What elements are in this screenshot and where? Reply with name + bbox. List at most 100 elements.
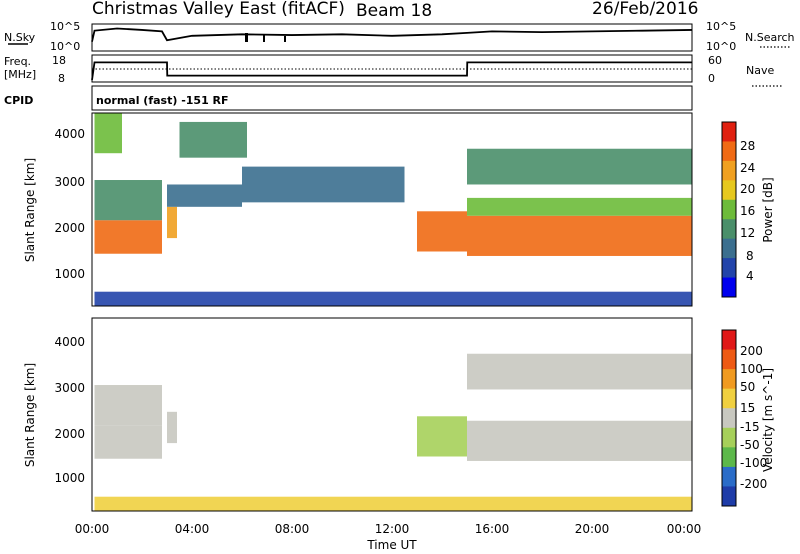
power-cbar-tick: 28	[740, 139, 755, 153]
xaxis-label: Time UT	[366, 538, 417, 552]
velocity-cell	[467, 420, 692, 461]
power-cbar-tick: 24	[740, 161, 755, 175]
xtick: 04:00	[175, 522, 210, 536]
power-ytick: 4000	[54, 127, 85, 141]
velocity-heatmap	[94, 353, 692, 511]
power-panel-frame	[91, 112, 693, 307]
power-colorbar-swatch	[722, 180, 736, 201]
cpid-text: normal (fast) -151 RF	[96, 94, 229, 107]
power-heatmap	[94, 113, 692, 306]
velocity-colorbar-swatch	[722, 466, 736, 487]
power-cell	[94, 291, 692, 306]
station-title: Christmas Valley East (fitACF)	[92, 0, 345, 19]
nave-tick-bottom: 0	[708, 72, 715, 85]
xtick: 08:00	[275, 522, 310, 536]
velocity-cbar-tick: 100	[740, 362, 763, 376]
nsky-tick-top: 10^5	[50, 20, 80, 33]
nsearch-tick-bottom: 10^0	[706, 40, 736, 53]
freq-label: Freq.	[4, 55, 31, 68]
power-ytick: 1000	[54, 267, 85, 281]
xtick: 16:00	[475, 522, 510, 536]
power-cell	[94, 220, 162, 254]
power-cell	[417, 211, 467, 252]
velocity-ytick: 1000	[54, 471, 85, 485]
power-colorbar-frame	[721, 121, 737, 298]
freq-panel-frame	[91, 54, 693, 83]
beam-title: Beam 18	[356, 1, 432, 21]
power-colorbar-swatch	[722, 160, 736, 181]
power-ytick: 3000	[54, 175, 85, 189]
velocity-colorbar-swatch	[722, 408, 736, 429]
power-colorbar-swatch	[722, 122, 736, 142]
power-colorbar-swatch	[722, 199, 736, 220]
nsky-panel-frame	[91, 23, 693, 52]
power-cell	[467, 197, 692, 216]
velocity-cell	[467, 353, 692, 390]
power-colorbar-swatch	[722, 219, 736, 240]
power-colorbar-swatch	[722, 238, 736, 259]
velocity-cbar-tick: 50	[740, 380, 755, 394]
xtick: 00:00	[667, 522, 702, 536]
velocity-colorbar-swatch	[722, 447, 736, 468]
velocity-cbar-tick: 200	[740, 344, 763, 358]
velocity-colorbar-label: Velocity [m s^-1]	[761, 368, 775, 472]
power-ytick: 2000	[54, 221, 85, 235]
power-cell	[467, 215, 692, 256]
power-cbar-tick: 20	[740, 182, 755, 196]
power-colorbar	[721, 121, 737, 298]
power-colorbar-swatch	[722, 258, 736, 279]
power-cbar-tick: 16	[740, 204, 755, 218]
nave-tick-top: 60	[708, 54, 722, 67]
velocity-colorbar-frame	[721, 329, 737, 507]
xtick: 00:00	[75, 522, 110, 536]
freq-tick-bottom: 8	[58, 72, 65, 85]
velocity-cbar-tick: -50	[740, 438, 760, 452]
nsky-tick-bottom: 10^0	[50, 40, 80, 53]
nsky-spikes	[245, 33, 286, 42]
cpid-panel-frame	[91, 85, 693, 111]
date-title: 26/Feb/2016	[592, 0, 698, 19]
power-colorbar-label: Power [dB]	[761, 177, 775, 242]
power-cbar-tick: 8	[746, 249, 754, 263]
velocity-panel-frame	[91, 317, 693, 512]
power-colorbar-swatch	[722, 141, 736, 162]
velocity-yticks: 4000 3000 2000 1000	[54, 335, 85, 485]
freq-unit-label: [MHz]	[4, 68, 36, 81]
freq-series-line	[91, 61, 692, 81]
velocity-colorbar-swatch	[722, 369, 736, 390]
velocity-cbar-tick: -15	[740, 420, 760, 434]
power-cell	[94, 113, 122, 154]
cpid-label: CPID	[4, 94, 33, 107]
power-cell	[94, 180, 162, 221]
velocity-cell	[94, 425, 162, 459]
nsky-series-line	[91, 27, 693, 42]
power-cell	[179, 121, 247, 158]
velocity-colorbar-ticks: 200 100 50 15 -15 -50 -100 -200	[740, 344, 767, 491]
power-colorbar-swatch	[722, 277, 736, 298]
velocity-colorbar-swatch	[722, 486, 736, 507]
nsky-spike	[263, 35, 265, 42]
velocity-ytick: 2000	[54, 427, 85, 441]
velocity-colorbar	[721, 329, 737, 507]
power-cbar-tick: 12	[740, 226, 755, 240]
xtick: 20:00	[575, 522, 610, 536]
nsky-label: N.Sky	[4, 31, 36, 44]
velocity-ytick: 4000	[54, 335, 85, 349]
velocity-cbar-tick: 15	[740, 401, 755, 415]
velocity-colorbar-swatch	[722, 388, 736, 409]
xtick: 12:00	[375, 522, 410, 536]
velocity-cell	[167, 411, 177, 444]
nave-label: Nave	[746, 64, 774, 77]
power-cell	[167, 184, 242, 207]
velocity-ylabel: Slant Range [km]	[23, 363, 37, 467]
velocity-colorbar-swatch	[722, 427, 736, 448]
nsky-spike	[245, 33, 248, 42]
power-ylabel: Slant Range [km]	[23, 158, 37, 262]
velocity-cbar-tick: -100	[740, 456, 767, 470]
power-cell	[467, 148, 692, 185]
power-colorbar-ticks: 28 24 20 16 12 8 4	[740, 139, 755, 283]
velocity-cbar-tick: -200	[740, 477, 767, 491]
nsearch-label: N.Search	[745, 31, 795, 44]
velocity-colorbar-swatch	[722, 330, 736, 351]
